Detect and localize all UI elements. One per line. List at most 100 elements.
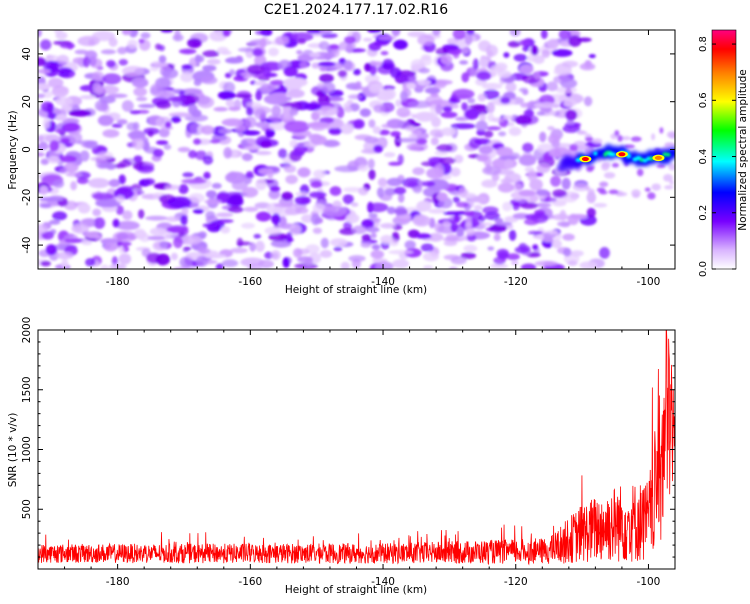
noise-blob [90,58,103,69]
noise-blob [147,130,154,138]
noise-blob [380,223,396,229]
noise-blob [393,39,408,50]
noise-blob [215,212,234,218]
noise-blob [279,216,287,227]
noise-blob [133,87,148,97]
noise-blob [289,139,298,148]
noise-blob [115,220,140,231]
noise-blob [68,109,92,117]
noise-blob [315,106,339,117]
colorbar-ticks: 0.0 0.2 0.4 0.6 0.8 [698,36,736,277]
noise-blob [568,35,582,47]
noise-blob [486,126,502,131]
noise-blob [668,163,675,171]
noise-blob [367,202,389,213]
noise-blob [203,171,211,180]
noise-blob [194,55,205,63]
noise-blob [579,261,597,269]
noise-blob [294,195,311,205]
noise-blob [218,128,232,134]
noise-blob [345,43,354,54]
noise-blob [496,146,514,157]
noise-blob [438,157,456,165]
noise-blob [273,203,297,208]
noise-blob [255,240,265,252]
noise-blob [38,30,42,38]
noise-blob [532,244,539,251]
noise-blob [419,56,433,66]
track-core-segment [666,152,671,157]
noise-blob [483,130,494,138]
noise-blob [504,158,514,169]
snr-axes: -180 -160 -140 -120 -100 500 1000 1500 2000 [21,317,676,588]
noise-blob [138,38,145,44]
noise-blob [469,137,482,149]
noise-blob [491,117,505,123]
noise-blob [263,93,288,105]
snr-x-tick-label-4: -100 [637,576,661,588]
cb-tick-label-3: 0.6 [698,92,709,108]
noise-blobs [38,30,675,269]
noise-blob [340,261,350,269]
noise-blob [264,226,282,235]
peak-0 [581,157,589,162]
noise-blob [464,108,480,120]
noise-blob [38,93,45,99]
noise-blob [213,106,228,112]
noise-blob [93,217,106,230]
noise-blob [97,103,109,112]
noise-blob [56,54,70,65]
noise-blob [328,127,342,135]
noise-blob [417,79,431,86]
noise-blob [63,122,80,132]
noise-blob [390,131,401,137]
noise-blob [502,201,512,212]
colorbar: 0.0 0.2 0.4 0.6 0.8 Normalized spectral ampl… [698,29,749,277]
noise-blob [359,108,371,117]
noise-blob [49,140,60,152]
noise-blob [477,93,487,102]
noise-blob [282,257,290,269]
noise-blob [599,247,610,259]
noise-blob [442,106,453,112]
noise-blob [467,97,476,104]
noise-blob [283,164,297,173]
noise-blob [541,49,550,58]
noise-blob [253,233,262,239]
noise-blob [520,102,531,108]
noise-blob [397,214,412,220]
noise-blob [100,238,119,245]
noise-blob [561,177,571,190]
noise-blob [449,266,458,269]
noise-blob [240,257,265,267]
noise-blob [310,180,323,189]
noise-blob [92,71,104,82]
noise-blob [319,117,335,124]
noise-blob [473,204,483,211]
noise-blob [461,47,470,55]
noise-blob [507,41,521,48]
noise-blob [228,106,241,112]
noise-blob [500,178,514,184]
noise-blob [121,100,134,112]
noise-blob [59,168,68,174]
noise-blob [524,218,539,226]
y-tick-label-4: 40 [21,47,33,60]
noise-blob [134,228,146,239]
noise-blob [559,209,567,221]
noise-blob [297,167,311,178]
noise-blob [152,148,164,158]
noise-blob [283,66,298,77]
noise-blob [373,104,386,113]
noise-blob [636,168,644,177]
figure-title: C2E1.2024.177.17.02.R16 [264,2,448,18]
noise-blob [180,71,194,83]
track-core-segment [607,152,617,157]
noise-blob [153,62,169,67]
noise-blob [122,210,133,221]
noise-blob [170,116,182,123]
noise-blob [630,136,642,142]
noise-blob [558,30,571,40]
noise-blob [414,112,438,118]
noise-blob [623,144,636,149]
